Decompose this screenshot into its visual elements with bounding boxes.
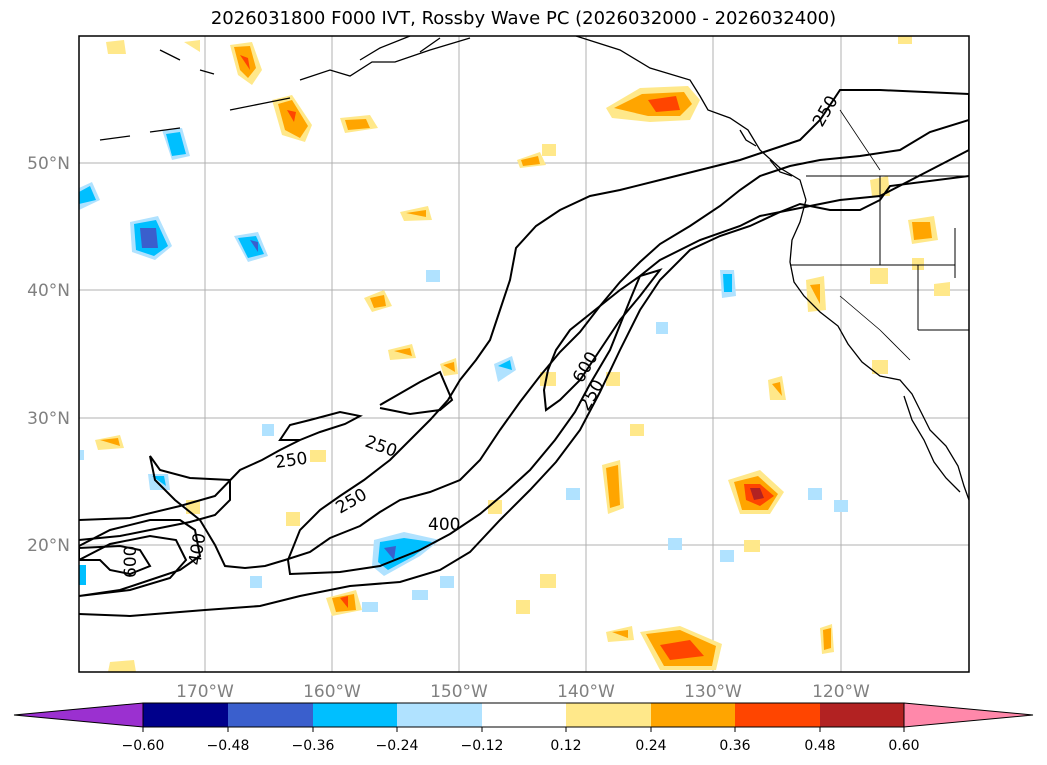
colorbar-tick: −0.12 bbox=[461, 738, 504, 754]
contour-250-north bbox=[79, 410, 363, 521]
political-borders bbox=[790, 109, 969, 361]
colorbar-extend-low bbox=[13, 702, 144, 728]
colorbar-segment bbox=[651, 703, 735, 727]
colorbar-segment bbox=[228, 703, 313, 727]
colorbar-segment bbox=[735, 703, 820, 727]
contour-600-west bbox=[79, 544, 152, 576]
colorbar-tick: 0.48 bbox=[804, 738, 835, 754]
contour-label: 400 bbox=[428, 515, 460, 535]
lon-label: 140°W bbox=[557, 682, 615, 702]
contour-400-main bbox=[286, 89, 969, 576]
colorbar: −0.60 −0.48 −0.36 −0.24 −0.12 0.12 0.24 … bbox=[13, 702, 1034, 754]
contour-250-inner bbox=[79, 119, 969, 570]
colorbar-segment bbox=[397, 703, 482, 727]
lon-label: 130°W bbox=[684, 682, 742, 702]
contour-250-loop bbox=[379, 370, 454, 416]
map-frame bbox=[78, 35, 970, 673]
map-area[interactable] bbox=[79, 36, 969, 672]
colorbar-tick: −0.48 bbox=[207, 738, 250, 754]
colorbar-tick: −0.60 bbox=[122, 738, 165, 754]
contour-400 bbox=[79, 519, 202, 597]
colorbar-tick: 0.60 bbox=[888, 738, 919, 754]
latitude-labels: 50°N 40°N 30°N 20°N bbox=[27, 154, 70, 556]
lat-label: 30°N bbox=[27, 409, 70, 429]
lon-label: 150°W bbox=[430, 682, 488, 702]
colorbar-segment bbox=[566, 703, 651, 727]
contour-250-outer bbox=[79, 175, 969, 618]
colorbar-extend-high bbox=[903, 702, 1034, 728]
longitude-labels: 170°W 160°W 150°W 140°W 130°W 120°W bbox=[176, 682, 870, 702]
colorbar-tick: −0.36 bbox=[292, 738, 335, 754]
lon-label: 160°W bbox=[303, 682, 361, 702]
colorbar-tick: 0.12 bbox=[550, 738, 581, 754]
colorbar-segment bbox=[143, 703, 228, 727]
contour-label: 600 bbox=[121, 546, 141, 578]
colorbar-tick: 0.36 bbox=[719, 738, 750, 754]
colorbar-tick: 0.24 bbox=[635, 738, 666, 754]
colorbar-segment bbox=[313, 703, 397, 727]
colorbar-segment bbox=[482, 703, 566, 727]
colorbar-segment bbox=[820, 703, 904, 727]
positive-anomaly-fills bbox=[95, 36, 950, 672]
ivt-contours bbox=[79, 89, 969, 618]
lat-label: 20°N bbox=[27, 536, 70, 556]
map-title: 2026031800 F000 IVT, Rossby Wave PC (202… bbox=[210, 8, 837, 29]
contour-600 bbox=[542, 268, 663, 412]
lat-label: 50°N bbox=[27, 154, 70, 174]
contour-label: 250 bbox=[274, 449, 309, 473]
lat-label: 40°N bbox=[27, 281, 70, 301]
coastlines bbox=[99, 36, 969, 501]
lon-label: 170°W bbox=[176, 682, 234, 702]
negative-anomaly-fills bbox=[79, 128, 848, 612]
colorbar-tick: −0.24 bbox=[376, 738, 419, 754]
gridlines bbox=[79, 36, 969, 672]
lon-label: 120°W bbox=[812, 682, 870, 702]
